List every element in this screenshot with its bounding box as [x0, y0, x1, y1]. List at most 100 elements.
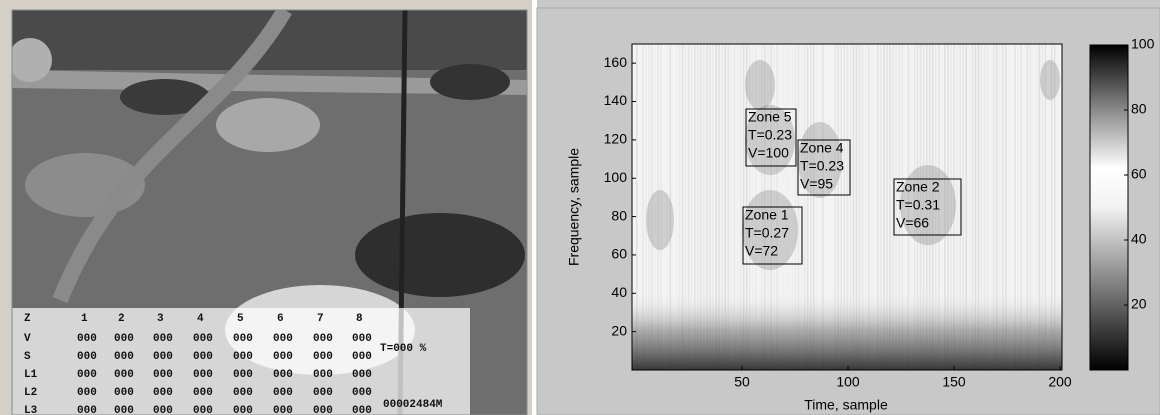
texture-stripe	[816, 44, 818, 370]
overlay-row-label: L2	[24, 387, 37, 399]
texture-stripe	[953, 44, 955, 370]
overlay-cell: 000	[233, 387, 253, 399]
y-tick-label: 80	[611, 207, 627, 223]
car	[12, 38, 52, 82]
texture-stripe	[980, 44, 983, 370]
texture-stripe	[684, 44, 687, 370]
texture-stripe	[1029, 44, 1032, 370]
texture-stripe	[999, 44, 1001, 370]
zone-box	[893, 178, 962, 236]
texture-stripe	[1026, 44, 1029, 370]
texture-stripe	[922, 44, 925, 370]
texture-stripe	[846, 44, 849, 370]
texture-stripe	[712, 44, 714, 370]
texture-stripe	[931, 44, 934, 370]
overlay-cell: 000	[233, 351, 253, 363]
zone-box	[745, 108, 797, 167]
x-tick-label: 150	[942, 374, 966, 390]
texture-blob	[745, 105, 795, 175]
texture-blob	[798, 122, 842, 198]
texture-stripe	[822, 44, 824, 370]
overlay-cell: 000	[153, 369, 173, 381]
overlay-cell: 000	[313, 333, 333, 345]
overlay-cell: 000	[77, 333, 97, 345]
texture-stripe	[669, 44, 672, 370]
zone-text: T=0.23	[800, 158, 844, 174]
zone-text: T=0.31	[896, 197, 940, 213]
texture-stripe	[687, 44, 690, 370]
texture-stripe	[992, 44, 995, 370]
texture-stripe	[883, 44, 885, 370]
overlay-cell: 000	[233, 333, 253, 345]
texture-stripe	[983, 44, 986, 370]
overlay-cell: 000	[273, 369, 293, 381]
heatmap-texture	[632, 44, 1062, 370]
texture-stripe	[867, 44, 870, 370]
texture-stripe	[809, 44, 812, 370]
texture-stripe	[703, 44, 705, 370]
texture-stripe	[919, 44, 922, 370]
texture-stripe	[849, 44, 852, 370]
texture-stripe	[858, 44, 861, 370]
y-tick-label: 100	[604, 169, 628, 185]
overlay-cell: 000	[313, 405, 333, 415]
texture-stripe	[636, 44, 638, 370]
texture-stripe	[834, 44, 836, 370]
y-tick-label: 20	[611, 322, 627, 338]
plot-frame	[631, 43, 1063, 371]
texture-stripe	[837, 44, 839, 370]
texture-stripe	[657, 44, 659, 370]
texture-stripe	[721, 44, 724, 370]
texture-stripe	[968, 44, 971, 370]
texture-stripe	[886, 44, 888, 370]
y-tick-label: 160	[604, 54, 628, 70]
texture-stripe	[648, 44, 650, 370]
texture-stripe	[812, 44, 815, 370]
overlay-cell: 000	[193, 351, 213, 363]
overlay-cell: 000	[352, 333, 372, 345]
zone-text: T=0.23	[748, 127, 792, 143]
texture-stripe	[907, 44, 910, 370]
overlay-cell: 000	[233, 405, 253, 415]
overlay-header: 1	[81, 313, 88, 325]
x-axis-label: Time, sample	[804, 397, 888, 413]
zone-text: V=72	[745, 243, 778, 259]
texture-blob	[900, 165, 956, 245]
low-frequency-band	[632, 290, 1062, 370]
zone-box	[797, 139, 851, 196]
texture-stripe	[1038, 44, 1041, 370]
texture-stripe	[877, 44, 879, 370]
texture-stripe	[898, 44, 900, 370]
image-border	[11, 9, 528, 415]
texture-stripe	[928, 44, 931, 370]
overlay-cell: 000	[77, 405, 97, 415]
texture-stripe	[913, 44, 916, 370]
texture-blob	[1040, 60, 1060, 100]
texture-stripe	[995, 44, 998, 370]
car	[430, 64, 510, 100]
overlay-cell: 000	[233, 369, 253, 381]
overlay-cell: 000	[273, 387, 293, 399]
overlay-cell: 000	[352, 351, 372, 363]
texture-blob	[646, 190, 674, 250]
texture-stripe	[989, 44, 992, 370]
texture-stripe	[889, 44, 891, 370]
texture-stripe	[910, 44, 913, 370]
overlay-cell: 000	[273, 351, 293, 363]
texture-stripe	[1014, 44, 1016, 370]
texture-stripe	[733, 44, 736, 370]
overlay-cell: 000	[273, 405, 293, 415]
texture-stripe	[1035, 44, 1038, 370]
overlay-cell: 000	[352, 387, 372, 399]
texture-stripe	[962, 44, 964, 370]
cable	[52, 10, 292, 303]
zone-text: V=100	[748, 145, 789, 161]
overlay-row-label: S	[24, 351, 31, 363]
overlay-row-label: L1	[24, 369, 38, 381]
texture-stripe	[864, 44, 867, 370]
overlay-header: 6	[277, 313, 284, 325]
texture-stripe	[947, 44, 949, 370]
zone-text: Zone 4	[800, 140, 844, 156]
texture-stripe	[956, 44, 958, 370]
